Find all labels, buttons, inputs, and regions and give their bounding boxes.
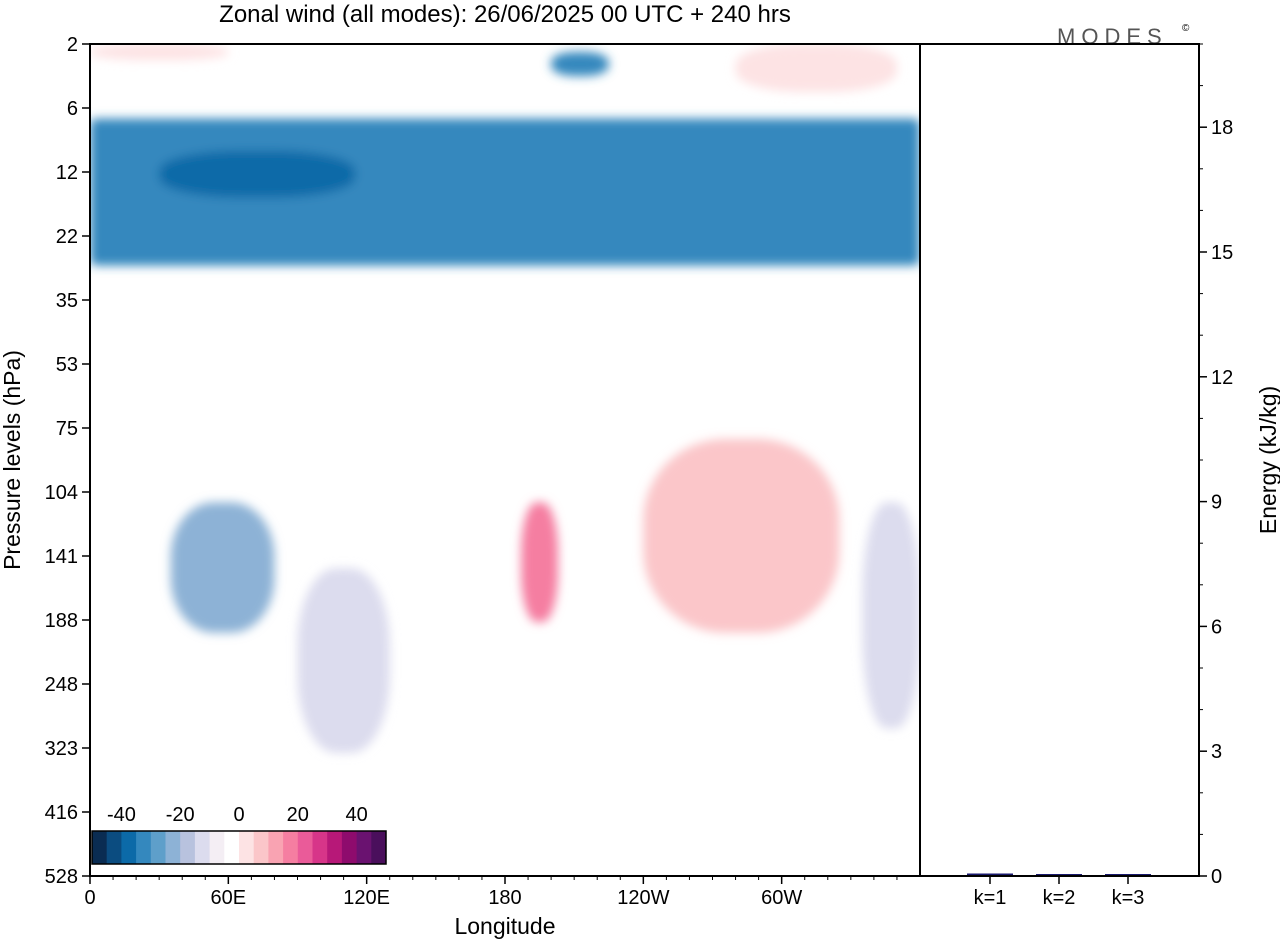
energy-y-tick-label: 3 [1211,741,1222,763]
energy-y-tick-label: 6 [1211,616,1222,638]
colorbar-swatch [253,831,269,864]
colorbar-swatch [268,831,284,864]
wind-region [643,439,840,633]
y-tick-label: 75 [56,418,78,440]
colorbar-swatch [150,831,166,864]
y-tick-label: 104 [45,482,78,504]
energy-bar-panel: k=1 k=2 k=3 [967,873,1151,909]
x-tick-label: 60E [211,887,247,909]
energy-panel-frame [919,43,1200,877]
energy-category-label: k=2 [1043,887,1076,909]
chart-title: Zonal wind (all modes): 26/06/2025 00 UT… [219,1,791,28]
colorbar-swatch [106,831,122,864]
y-axis-ticks: 2 6 12 22 35 53 75 104 141 188 248 323 416 528 [45,34,90,888]
y-tick-label: 248 [45,674,78,696]
colorbar-swatch [136,831,152,864]
colorbar-swatch [356,831,372,864]
y-tick-label: 141 [45,546,78,568]
colorbar-tick-label: 0 [233,804,244,826]
energy-y-tick-label: 12 [1211,367,1233,389]
wind-region [521,502,559,623]
x-axis-ticks: 0 60E 120E 180 120W 60W [84,876,898,909]
colorbar: -40 -20 0 20 40 [91,804,387,865]
colorbar-swatch [371,831,387,864]
colorbar-tick-label: 20 [287,804,309,826]
y-tick-label: 528 [45,866,78,888]
colorbar-swatch [239,831,255,864]
energy-axis-label: Energy (kJ/kg) [1255,386,1280,534]
colorbar-frame [91,830,387,865]
energy-y-tick-label: 15 [1211,242,1233,264]
energy-y-tick-label: 18 [1211,117,1233,139]
colorbar-tick-label: -40 [107,804,136,826]
y-tick-label: 12 [56,162,78,184]
wind-region [159,150,356,198]
colorbar-swatch [283,831,299,864]
colorbar-swatch [297,831,313,864]
y-tick-label: 53 [56,354,78,376]
wind-region [90,44,229,60]
y-tick-label: 2 [67,34,78,56]
wind-region [297,568,390,753]
wind-region [170,502,275,633]
y-tick-label: 323 [45,738,78,760]
colorbar-swatch [209,831,225,864]
energy-y-tick-label: 9 [1211,492,1222,514]
colorbar-swatch [341,831,357,864]
colorbar-swatch [92,831,108,864]
x-axis-label: Longitude [454,913,555,939]
y-axis-label: Pressure levels (hPa) [0,350,25,570]
colorbar-swatch [165,831,181,864]
energy-y-tick-label: 0 [1211,866,1222,888]
y-tick-label: 416 [45,802,78,824]
colorbar-swatch [312,831,328,864]
y-tick-label: 22 [56,226,78,248]
y-tick-label: 6 [67,98,78,120]
wind-region [551,52,609,76]
x-tick-label: 120E [343,887,390,909]
colorbar-tick-label: 40 [345,804,367,826]
colorbar-swatch [180,831,196,864]
energy-category-label: k=1 [974,887,1007,909]
energy-axis-ticks: 0 3 6 9 12 15 18 [1199,43,1233,888]
x-tick-label: 180 [488,887,521,909]
x-tick-label: 120W [617,887,669,909]
colorbar-tick-label: -20 [166,804,195,826]
colorbar-swatch [194,831,210,864]
colorbar-swatch [224,831,240,864]
energy-bar [967,873,1013,876]
y-tick-label: 35 [56,290,78,312]
y-tick-label: 188 [45,610,78,632]
colorbar-swatch [327,831,343,864]
heatmap [90,44,920,876]
x-tick-label: 0 [84,887,95,909]
modes-logo: MODES [1057,24,1168,49]
wind-region [735,44,897,92]
energy-category-label: k=3 [1112,887,1145,909]
logo-mark: © [1182,23,1190,34]
wind-region [862,502,920,729]
x-tick-label: 60W [761,887,802,909]
colorbar-swatch [121,831,137,864]
